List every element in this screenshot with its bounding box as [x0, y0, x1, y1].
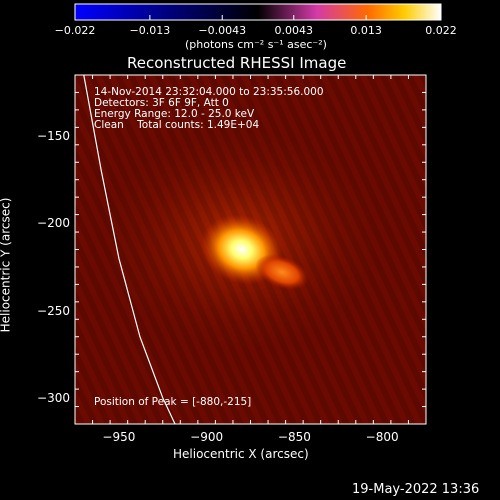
- x-tick-label: −800: [365, 430, 399, 444]
- y-axis-label: Heliocentric Y (arcsec): [0, 197, 13, 333]
- colorbar-tick-label: 0.0043: [274, 24, 314, 37]
- axis-ticks: [74, 74, 427, 425]
- info-line-time-range: 14-Nov-2014 23:32:04.000 to 23:35:56.000: [94, 86, 324, 98]
- colorbar-unit-label: (photons cm⁻² s⁻¹ asec⁻²): [185, 38, 327, 51]
- info-line-clean-counts: Clean Total counts: 1.49E+04: [94, 119, 260, 131]
- rhessi-image: [75, 75, 426, 424]
- solar-limb-curve: [83, 75, 176, 424]
- x-axis-label: Heliocentric X (arcsec): [173, 447, 309, 461]
- x-tick-label: −900: [190, 430, 224, 444]
- y-tick-label: −150: [37, 129, 70, 144]
- y-tick-label: −300: [37, 390, 70, 405]
- colorbar: [74, 3, 442, 21]
- x-tick-label: −950: [102, 430, 136, 444]
- colorbar-ticks: [74, 15, 442, 20]
- colorbar-tick-label: −0.022: [54, 24, 96, 37]
- info-line-energy-range: Energy Range: 12.0 - 25.0 keV: [94, 108, 255, 120]
- secondary-source: [255, 254, 309, 291]
- timestamp: 19-May-2022 13:36: [352, 482, 480, 497]
- colorbar-tick-label: 0.022: [425, 24, 457, 37]
- y-tick-label: −250: [37, 303, 70, 318]
- sources: [200, 214, 309, 291]
- y-tick-label: −200: [37, 216, 70, 231]
- plot-title: Reconstructed RHESSI Image: [127, 54, 347, 72]
- colorbar-tick-label: −0.013: [129, 24, 171, 37]
- peak-position-text: Position of Peak = [-880,-215]: [94, 396, 252, 408]
- colorbar-tick-label: 0.013: [350, 24, 382, 37]
- x-tick-label: −850: [277, 430, 311, 444]
- colorbar-tick-label: −0.0043: [198, 24, 247, 37]
- info-line-detectors: Detectors: 3F 6F 9F, Att 0: [94, 97, 229, 109]
